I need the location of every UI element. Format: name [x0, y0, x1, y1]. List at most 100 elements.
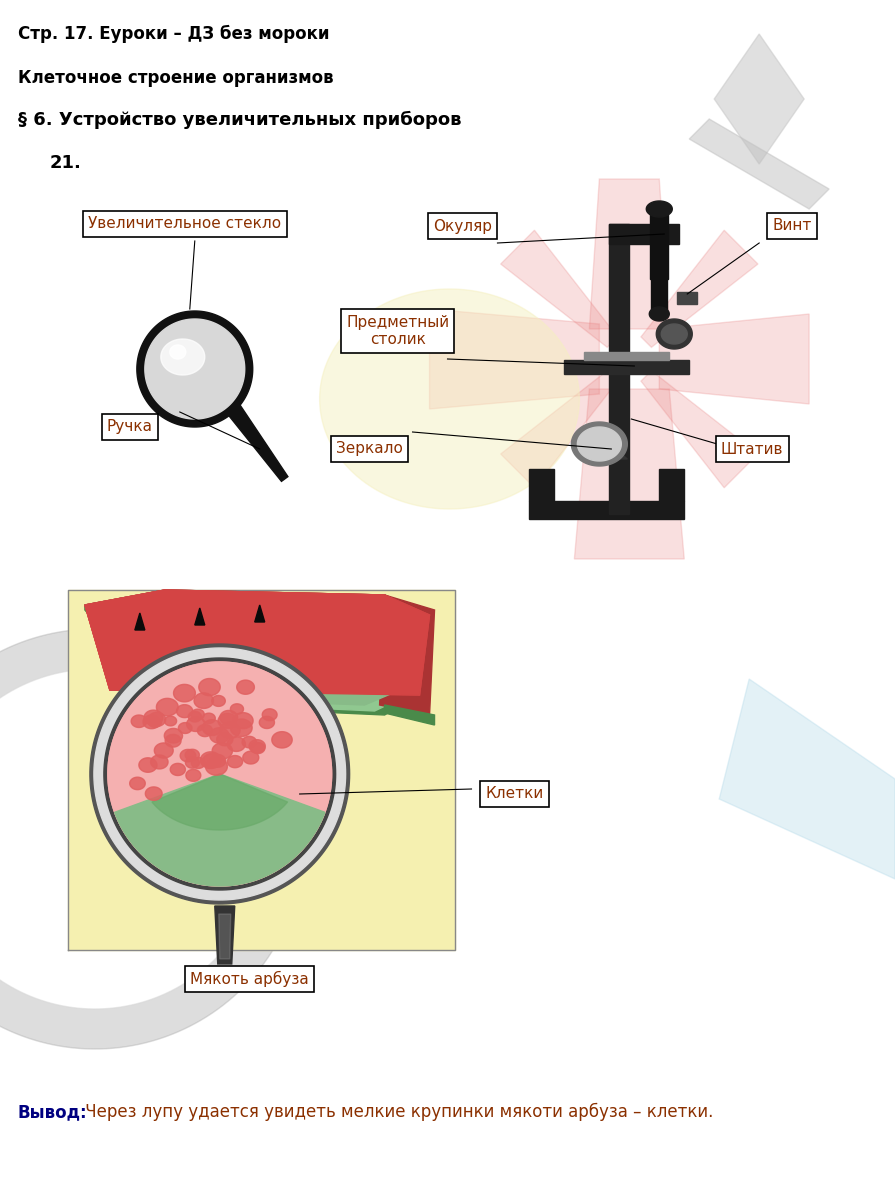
Polygon shape: [259, 717, 274, 729]
Polygon shape: [320, 289, 580, 509]
Text: Через лупу удается увидеть мелкие крупинки мякоти арбуза – клетки.: Через лупу удается увидеть мелкие крупин…: [80, 1102, 713, 1121]
Polygon shape: [650, 209, 668, 279]
Polygon shape: [220, 722, 240, 738]
Polygon shape: [145, 786, 162, 801]
Polygon shape: [137, 311, 253, 427]
Polygon shape: [646, 200, 672, 217]
Polygon shape: [230, 704, 244, 714]
Text: Увеличительное стекло: Увеличительное стекло: [88, 217, 281, 231]
Polygon shape: [689, 119, 829, 209]
Polygon shape: [254, 605, 264, 623]
Polygon shape: [230, 719, 252, 737]
Polygon shape: [131, 714, 147, 727]
Polygon shape: [210, 755, 226, 768]
Polygon shape: [197, 725, 212, 737]
Polygon shape: [227, 737, 246, 751]
Polygon shape: [659, 314, 809, 404]
Polygon shape: [177, 705, 193, 718]
Polygon shape: [641, 370, 758, 488]
Polygon shape: [233, 712, 253, 729]
Polygon shape: [139, 758, 157, 772]
Polygon shape: [152, 773, 288, 830]
Polygon shape: [188, 711, 202, 722]
Polygon shape: [164, 729, 183, 743]
Polygon shape: [609, 224, 679, 244]
Polygon shape: [85, 590, 429, 694]
Polygon shape: [243, 751, 259, 764]
Polygon shape: [237, 680, 254, 694]
Polygon shape: [108, 661, 332, 885]
Polygon shape: [212, 743, 232, 759]
Polygon shape: [178, 723, 192, 733]
Polygon shape: [202, 719, 222, 736]
Polygon shape: [143, 714, 160, 729]
Polygon shape: [0, 630, 305, 1049]
Polygon shape: [202, 713, 215, 724]
Polygon shape: [160, 340, 205, 375]
Polygon shape: [90, 593, 425, 711]
Polygon shape: [165, 735, 181, 747]
Polygon shape: [108, 661, 332, 885]
Polygon shape: [719, 679, 895, 880]
Polygon shape: [85, 590, 429, 694]
Polygon shape: [577, 427, 621, 461]
Polygon shape: [202, 753, 220, 768]
Polygon shape: [609, 224, 629, 514]
Polygon shape: [249, 739, 265, 752]
Polygon shape: [85, 590, 429, 694]
Polygon shape: [191, 709, 204, 719]
Polygon shape: [217, 733, 233, 746]
Polygon shape: [148, 712, 166, 726]
Polygon shape: [501, 230, 617, 348]
Polygon shape: [149, 717, 161, 727]
Polygon shape: [271, 732, 292, 747]
Polygon shape: [135, 613, 145, 630]
Polygon shape: [85, 590, 429, 694]
Polygon shape: [651, 279, 668, 314]
Polygon shape: [384, 705, 435, 725]
Polygon shape: [590, 179, 669, 329]
Polygon shape: [151, 755, 168, 769]
Polygon shape: [68, 590, 454, 950]
Polygon shape: [677, 292, 697, 304]
Polygon shape: [574, 389, 685, 559]
Polygon shape: [85, 590, 429, 714]
Polygon shape: [223, 400, 288, 481]
Polygon shape: [501, 370, 617, 488]
Text: Ручка: Ручка: [107, 420, 153, 435]
Polygon shape: [429, 309, 599, 409]
Text: Вывод:: Вывод:: [18, 1104, 88, 1121]
Polygon shape: [165, 716, 177, 726]
Polygon shape: [99, 595, 415, 705]
Polygon shape: [564, 360, 689, 374]
Polygon shape: [572, 422, 627, 466]
Polygon shape: [656, 320, 693, 349]
Text: Винт: Винт: [772, 218, 812, 233]
Text: 21.: 21.: [50, 154, 82, 172]
Polygon shape: [210, 727, 229, 743]
Polygon shape: [714, 34, 804, 164]
Polygon shape: [228, 756, 243, 768]
Polygon shape: [263, 709, 277, 720]
Text: § 6. Устройство увеличительных приборов: § 6. Устройство увеличительных приборов: [18, 111, 461, 130]
Polygon shape: [659, 469, 685, 501]
Text: Зеркало: Зеркало: [336, 441, 403, 456]
Text: Окуляр: Окуляр: [433, 218, 492, 233]
Text: Мякоть арбуза: Мякоть арбуза: [190, 971, 309, 987]
Polygon shape: [144, 710, 163, 725]
Polygon shape: [380, 595, 435, 714]
Polygon shape: [218, 713, 237, 729]
Polygon shape: [180, 750, 195, 762]
Polygon shape: [650, 307, 669, 321]
Polygon shape: [185, 750, 200, 760]
Polygon shape: [530, 501, 685, 519]
Polygon shape: [154, 743, 173, 758]
Polygon shape: [205, 758, 228, 776]
Polygon shape: [0, 668, 264, 1009]
Polygon shape: [185, 770, 201, 782]
Polygon shape: [185, 757, 199, 769]
Polygon shape: [530, 469, 555, 501]
Polygon shape: [242, 737, 256, 747]
Polygon shape: [90, 644, 349, 904]
Text: Штатив: Штатив: [721, 441, 783, 456]
